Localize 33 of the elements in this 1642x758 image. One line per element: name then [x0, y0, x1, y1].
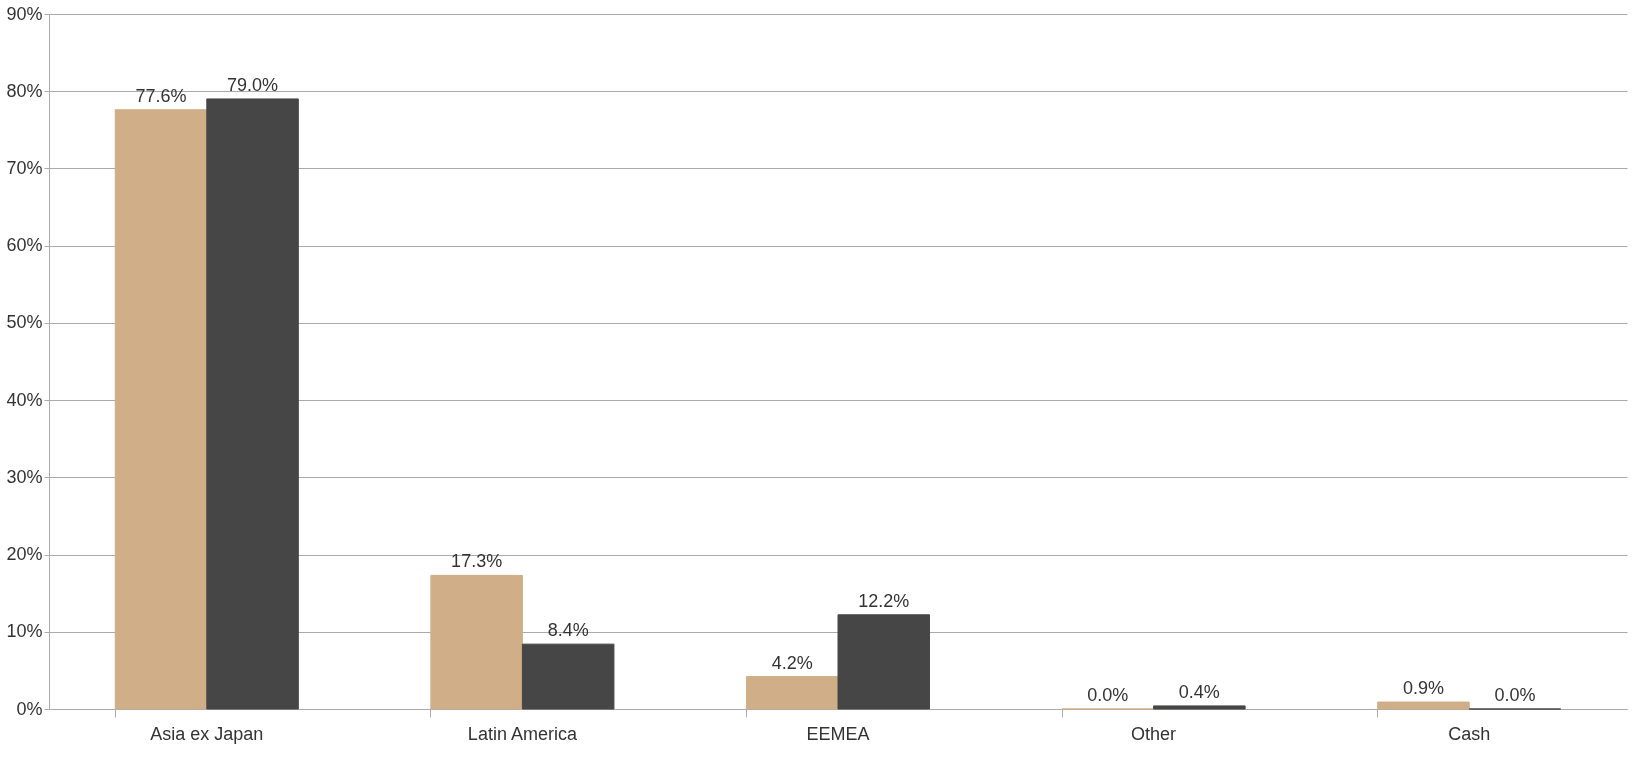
- bar: [1153, 705, 1246, 710]
- y-tick-label: 90%: [6, 3, 43, 24]
- data-label: 0.4%: [1178, 681, 1220, 702]
- x-tick-label: Other: [1131, 723, 1177, 744]
- x-tick-label: Asia ex Japan: [150, 723, 264, 744]
- data-label: 8.4%: [547, 620, 589, 641]
- data-label: 79.0%: [227, 74, 279, 95]
- x-tick-label: EEMEA: [806, 723, 870, 744]
- y-tick-label: 10%: [6, 621, 43, 642]
- bar: [745, 676, 839, 710]
- x-tick-label: Latin America: [467, 723, 578, 744]
- y-tick-label: 80%: [6, 80, 43, 101]
- y-tick-label: 30%: [6, 466, 43, 487]
- bar: [837, 614, 931, 710]
- data-label: 0.9%: [1402, 678, 1444, 699]
- data-label: 0.0%: [1087, 685, 1129, 705]
- data-label: 77.6%: [135, 85, 187, 106]
- data-label: 12.2%: [858, 590, 910, 611]
- data-label: 0.0%: [1494, 685, 1536, 705]
- bar: [430, 574, 523, 710]
- bar: [1377, 701, 1470, 710]
- y-tick-label: 60%: [6, 235, 43, 256]
- bar: [206, 98, 299, 710]
- x-tick-label: Cash: [1448, 723, 1491, 744]
- y-tick-label: 20%: [6, 544, 43, 565]
- y-tick-label: 50%: [6, 312, 43, 333]
- y-tick-label: 0%: [16, 698, 43, 719]
- bar: [521, 643, 615, 710]
- y-tick-label: 70%: [6, 157, 43, 178]
- bar: [114, 109, 208, 710]
- data-label: 4.2%: [771, 652, 813, 673]
- y-tick-label: 40%: [6, 389, 43, 410]
- data-label: 17.3%: [451, 551, 503, 572]
